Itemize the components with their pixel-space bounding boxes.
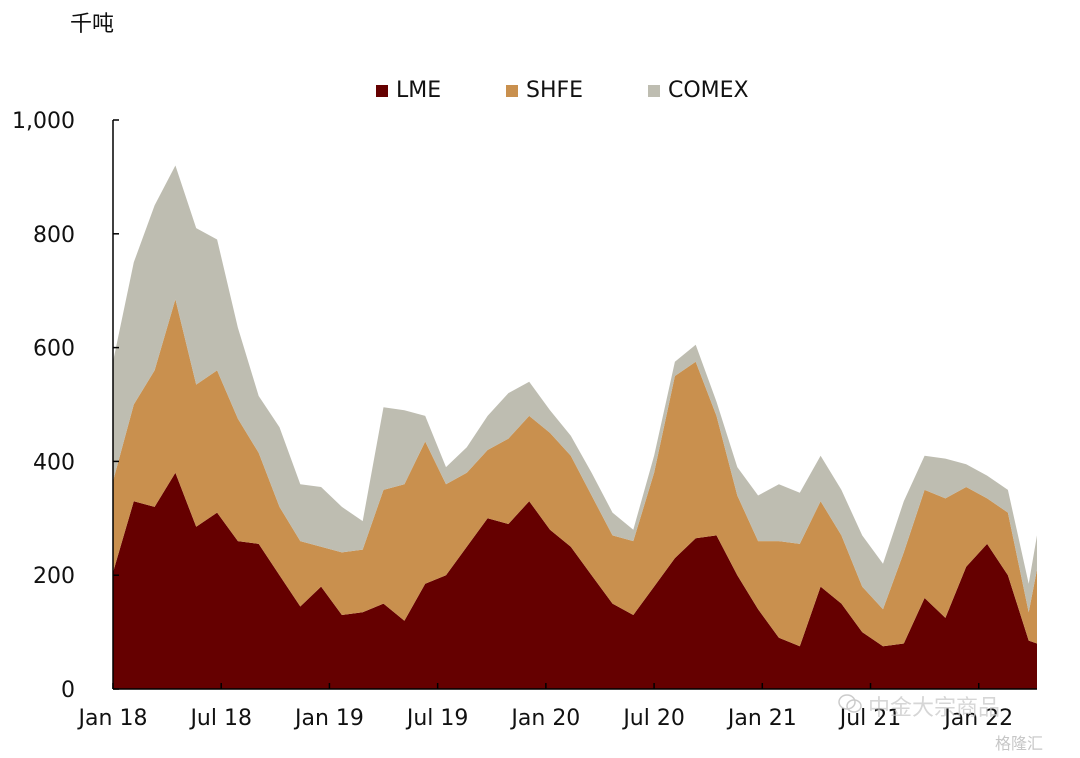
y-unit-label: 千吨 bbox=[70, 12, 115, 37]
area-lme bbox=[113, 472, 1037, 689]
x-axis-ticks: Jan 18 Jul 18 Jan 19 Jul 19 Jan 20 Jul 20 Jan … bbox=[77, 683, 1013, 731]
legend-label-lme: LME bbox=[396, 78, 442, 103]
x-tick-label: Jan 21 bbox=[726, 706, 797, 731]
x-tick-label: Jan 19 bbox=[293, 706, 364, 731]
legend: LME SHFE COMEX bbox=[0, 78, 1080, 108]
y-tick-label: 400 bbox=[33, 450, 75, 475]
area-layers bbox=[113, 165, 1037, 689]
x-tick-label: Jul 20 bbox=[621, 706, 685, 731]
legend-swatch-comex bbox=[648, 84, 660, 97]
wechat-icon bbox=[838, 693, 862, 715]
area-comex bbox=[113, 165, 1037, 613]
watermark-text-2: 格隆汇 bbox=[995, 734, 1044, 753]
x-tick-label: Jan 22 bbox=[942, 706, 1013, 731]
legend-item-comex: COMEX bbox=[648, 78, 749, 103]
x-tick-label: Jan 20 bbox=[509, 706, 580, 731]
legend-label-comex: COMEX bbox=[668, 78, 749, 103]
y-tick-label: 1,000 bbox=[12, 109, 75, 134]
legend-item-lme: LME bbox=[376, 78, 441, 103]
y-axis-ticks: 0 200 400 600 800 1,000 bbox=[12, 109, 119, 703]
axes bbox=[112, 120, 1037, 690]
area-shfe bbox=[113, 299, 1037, 647]
x-tick-label: Jan 18 bbox=[77, 706, 148, 731]
watermark-text: 中金大宗商品 bbox=[868, 696, 1001, 721]
legend-swatch-lme bbox=[376, 84, 388, 97]
legend-swatch-shfe bbox=[506, 84, 518, 97]
y-tick-label: 200 bbox=[33, 564, 75, 589]
y-tick-label: 0 bbox=[61, 678, 75, 703]
x-tick-label: Jul 19 bbox=[405, 706, 469, 731]
legend-item-shfe: SHFE bbox=[506, 78, 583, 103]
y-tick-label: 600 bbox=[33, 337, 75, 362]
y-tick-label: 800 bbox=[33, 223, 75, 248]
x-tick-label: Jul 18 bbox=[188, 706, 252, 731]
legend-label-shfe: SHFE bbox=[526, 78, 584, 103]
